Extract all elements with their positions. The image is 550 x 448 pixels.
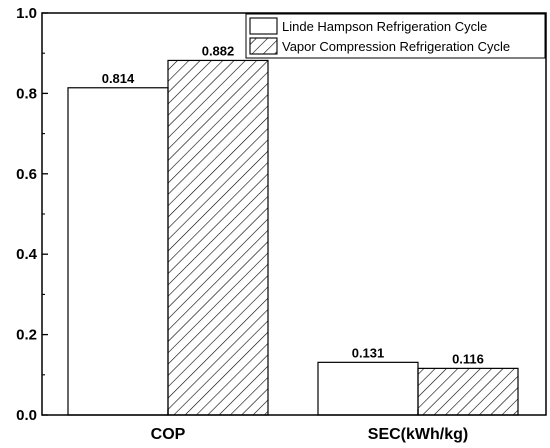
legend-swatch bbox=[249, 17, 278, 35]
data-label: 0.882 bbox=[202, 43, 235, 58]
bars-layer bbox=[67, 59, 519, 416]
x-category-label: SEC(kWh/kg) bbox=[368, 426, 468, 443]
data-labels-layer: 0.814 0.882 0.131 0.116 bbox=[102, 43, 484, 366]
y-tick-label: 0.2 bbox=[16, 327, 37, 344]
axes-layer: 0.0 0.2 0.4 0.6 0.8 1.0 COP SEC(kWh/kg) bbox=[16, 5, 547, 443]
legend: Linde Hampson Refrigeration Cycle Vapor C… bbox=[245, 13, 546, 59]
legend-swatch bbox=[249, 37, 278, 55]
bar-linde-hampson-sec bbox=[317, 361, 419, 416]
bar-vapor-compression-cop bbox=[167, 59, 269, 416]
y-tick-label: 0.6 bbox=[16, 166, 37, 183]
data-label: 0.814 bbox=[102, 71, 135, 86]
bar-vapor-compression-sec bbox=[417, 367, 519, 416]
y-tick-label: 1.0 bbox=[16, 5, 37, 22]
legend-box bbox=[245, 13, 546, 59]
data-label: 0.131 bbox=[352, 345, 385, 360]
y-tick-label: 0.0 bbox=[16, 407, 37, 424]
data-label: 0.116 bbox=[452, 351, 484, 366]
y-tick-label: 0.8 bbox=[16, 85, 37, 102]
y-tick-label: 0.4 bbox=[16, 246, 38, 263]
legend-label: Vapor Compression Refrigeration Cycle bbox=[282, 39, 510, 54]
bar-linde-hampson-cop bbox=[67, 87, 169, 416]
legend-label: Linde Hampson Refrigeration Cycle bbox=[282, 19, 487, 34]
x-category-label: COP bbox=[151, 426, 186, 443]
